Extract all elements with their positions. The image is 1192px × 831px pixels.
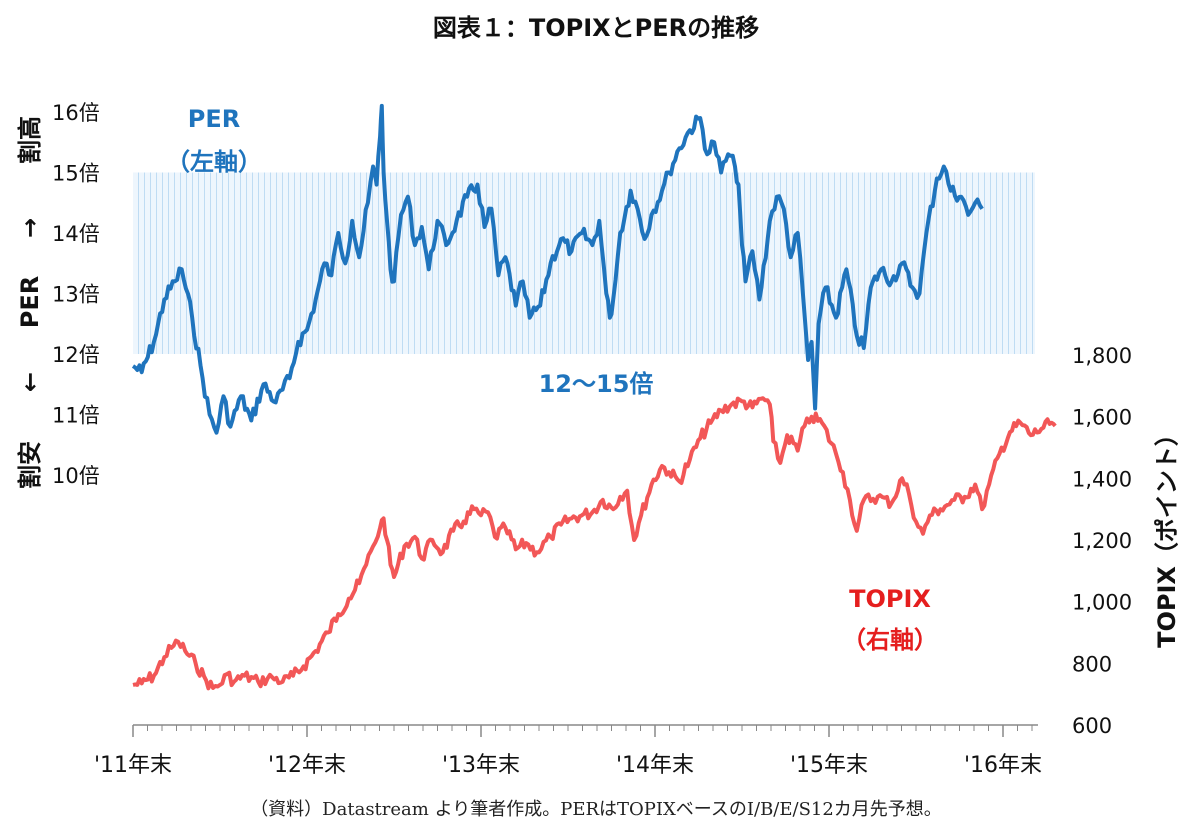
y-right-label: TOPIX（ポイント） [1153,422,1181,648]
chart-title: 図表１：TOPIXとPERの推移 [433,14,759,42]
y-left-label-mid: PER [16,276,44,328]
x-tick-label: '16年末 [964,753,1042,778]
band-12-15 [133,172,1035,354]
footnote: （資料）Datastream より筆者作成。PERはTOPIXベースのI/B/E… [250,799,942,820]
y-left-tick-label: 10倍 [52,464,100,488]
x-axis-minor-ticks [132,725,1033,737]
band-label: 12〜15倍 [539,370,654,398]
x-tick-label: '12年末 [268,753,346,778]
per-label-line2: （左軸） [166,148,262,176]
y-right-tick-label: 1,600 [1072,406,1132,430]
y-right-tick-label: 1,800 [1072,344,1132,368]
per-label-line1: PER [188,105,240,133]
topix-label-line1: TOPIX [849,585,931,613]
y-right-tick-label: 1,000 [1072,591,1132,615]
topix-label-line2: （右軸） [842,626,938,654]
y-left-tick-label: 11倍 [52,404,100,428]
y-left-tick-label: 12倍 [52,343,100,367]
y-left-tick-label: 16倍 [52,101,100,125]
y-left-label-top: 割高 [16,116,44,164]
x-tick-label: '11年末 [94,753,172,778]
y-left-arrow-down: ← [16,372,44,392]
y-right-tick-label: 800 [1072,652,1112,676]
y-left-tick-label: 13倍 [52,283,100,307]
y-right-tick-label: 1,200 [1072,529,1132,553]
x-axis-tick-labels: '11年末 '12年末 '13年末 '14年末 '15年末 '16年末 [94,753,1042,778]
y-left-arrow-up: → [16,218,44,238]
y-right-tick-label: 600 [1072,714,1112,738]
x-tick-label: '14年末 [616,753,694,778]
y-left-tick-label: 15倍 [52,162,100,186]
series-per-line [131,103,984,435]
right-axis-ticks: 1,800 1,600 1,400 1,200 1,000 800 600 [1072,344,1132,738]
y-left-label-bottom: 割安 [16,441,44,489]
y-left-tick-label: 14倍 [52,222,100,246]
x-tick-label: '15年末 [790,753,868,778]
y-right-tick-label: 1,400 [1072,467,1132,491]
left-axis-ticks: 16倍 15倍 14倍 13倍 12倍 11倍 10倍 [52,101,100,488]
x-tick-label: '13年末 [442,753,520,778]
series-topix-line [132,396,1057,691]
